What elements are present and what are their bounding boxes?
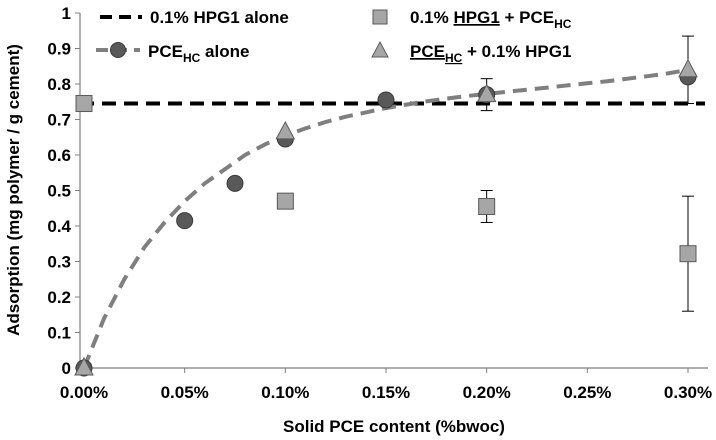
square-marker xyxy=(75,95,93,113)
triangle-marker xyxy=(678,58,698,78)
legend-pce-alone-sub: HC xyxy=(183,51,201,65)
legend-hpg1-plus-pce-label: 0.1% HPG1 + PCEHC xyxy=(410,8,572,31)
x-tick-label: 0.25% xyxy=(563,383,611,402)
legend-hpg1-plus-pce-marker xyxy=(372,9,388,25)
legend-pce-plus-hpg1-rest: + 0.1% HPG1 xyxy=(462,42,571,61)
legend-hpg1-plus-pce-underlined: HPG1 xyxy=(453,8,499,27)
y-tick-label: 0.5 xyxy=(47,182,71,201)
circle-marker xyxy=(226,174,244,192)
x-tick-label: 0.05% xyxy=(161,383,209,402)
legend-pce-plus-hpg1-sub: HC xyxy=(445,51,463,65)
legend-pce-alone-main: PCE xyxy=(148,42,183,61)
x-tick-label: 0.15% xyxy=(362,383,410,402)
legend-pce-alone-label: PCEHC alone xyxy=(148,42,249,65)
legend-hpg1-plus-pce-sub: HC xyxy=(554,17,572,31)
x-tick-label: 0.10% xyxy=(261,383,309,402)
square-marker xyxy=(276,192,294,210)
legend-pce-alone-marker xyxy=(110,42,126,58)
x-ticks: 0.00% 0.05% 0.10% 0.15% 0.20% 0.25% 0.30% xyxy=(60,368,712,402)
y-tick-label: 0.2 xyxy=(47,288,71,307)
y-tick-label: 0.1 xyxy=(47,324,71,343)
x-axis-title: Solid PCE content (%bwoc) xyxy=(283,417,505,436)
legend-pce-plus-hpg1-marker xyxy=(371,40,389,58)
legend-pce-plus-hpg1-underlined: PCE xyxy=(410,42,445,61)
y-tick-label: 1 xyxy=(62,4,71,23)
y-ticks: 0 0.1 0.2 0.3 0.4 0.5 0.6 0.7 0.8 0.9 1 xyxy=(47,4,80,378)
triangle-marker xyxy=(74,356,94,376)
x-tick-label: 0.20% xyxy=(463,383,511,402)
y-axis-title: Adsorption (mg polymer / g cement) xyxy=(4,44,23,336)
y-tick-label: 0.8 xyxy=(47,75,71,94)
x-tick-label: 0.00% xyxy=(60,383,108,402)
legend-pce-alone-rest: alone xyxy=(200,42,249,61)
pce-fit-curve xyxy=(82,67,689,369)
series-markers xyxy=(74,58,698,377)
triangle-marker xyxy=(476,83,497,103)
circle-marker xyxy=(176,212,194,230)
legend-hpg1-plus-pce-pre: 0.1% xyxy=(410,8,453,27)
triangle-marker xyxy=(275,120,296,140)
square-marker xyxy=(478,197,496,215)
square-marker xyxy=(679,245,697,263)
y-tick-label: 0.6 xyxy=(47,146,71,165)
circle-marker xyxy=(377,91,395,109)
legend-hpg1-alone-label: 0.1% HPG1 alone xyxy=(150,8,289,27)
y-tick-label: 0.9 xyxy=(47,40,71,59)
y-tick-label: 0 xyxy=(62,359,71,378)
legend-pce-plus-hpg1-label: PCEHC + 0.1% HPG1 xyxy=(410,42,571,65)
series-lines xyxy=(80,67,705,369)
axes xyxy=(79,13,708,369)
error-bars xyxy=(480,35,694,312)
x-tick-label: 0.30% xyxy=(664,383,712,402)
y-tick-label: 0.7 xyxy=(47,111,71,130)
y-tick-label: 0.4 xyxy=(47,217,71,236)
legend: 0.1% HPG1 alone PCEHC alone 0.1% HPG1 + … xyxy=(96,8,572,65)
legend-hpg1-plus-pce-mid: + PCE xyxy=(500,8,554,27)
y-tick-label: 0.3 xyxy=(47,253,71,272)
